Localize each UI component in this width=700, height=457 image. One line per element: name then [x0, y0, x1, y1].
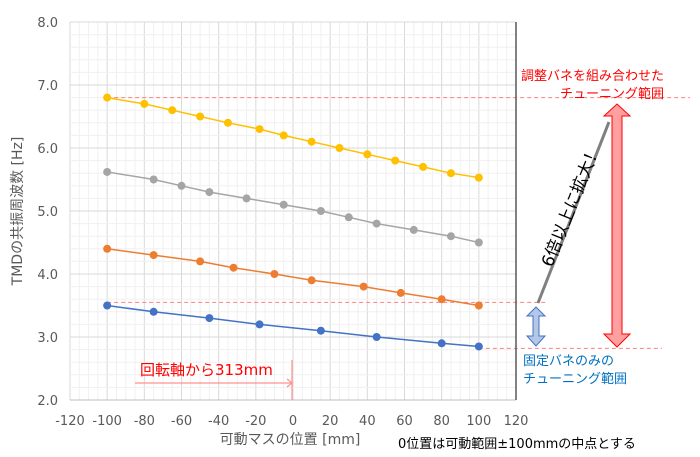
data-point: [205, 188, 214, 197]
data-point: [409, 225, 418, 234]
data-point: [270, 270, 279, 278]
data-point: [229, 263, 238, 272]
y-tick-label: 8.0: [37, 16, 58, 31]
data-point: [359, 282, 368, 291]
data-point: [396, 288, 405, 297]
data-point: [316, 326, 325, 335]
data-point: [149, 307, 158, 316]
x-tick-label: 0: [289, 414, 297, 429]
series-line-3: [107, 304, 479, 348]
series-line-0: [107, 96, 479, 179]
y-tick-label: 3.0: [37, 331, 58, 346]
note-text: 0位置は可動範囲±100mmの中点とする: [398, 437, 636, 452]
combined-range-arrow: [602, 103, 632, 348]
y-tick-label: 4.0: [37, 268, 58, 283]
combined-range-label-1: 調整バネを組み合わせた: [521, 69, 664, 84]
data-point: [437, 295, 446, 304]
x-tick-label: 40: [359, 414, 376, 429]
combined-range-label-2: チューニング範囲: [560, 87, 664, 102]
x-tick-label: 20: [322, 414, 339, 429]
y-tick-label: 7.0: [37, 79, 58, 94]
reference-lines: [107, 97, 690, 349]
data-point: [372, 333, 381, 341]
data-point: [279, 200, 288, 209]
y-tick-label: 2.0: [37, 394, 58, 409]
data-point: [149, 251, 158, 260]
offset-arrow: [135, 360, 293, 400]
x-tick-label: -80: [134, 414, 155, 429]
data-point: [474, 301, 483, 310]
data-point: [446, 169, 455, 178]
data-point: [307, 276, 316, 285]
data-point: [223, 118, 232, 127]
x-tick-label: 100: [466, 414, 491, 429]
data-point: [372, 219, 381, 228]
data-point: [196, 112, 205, 121]
data-point: [363, 150, 372, 159]
data-point: [474, 173, 483, 182]
x-tick-label: 60: [396, 414, 413, 429]
data-point: [103, 301, 112, 310]
data-point: [242, 194, 251, 203]
fixed-range-arrow: [525, 306, 547, 347]
data-point: [255, 125, 264, 134]
data-point: [307, 137, 316, 146]
data-point: [419, 162, 428, 171]
data-point: [255, 320, 264, 329]
data-point: [103, 93, 112, 102]
fixed-range-label-2: チューニング範囲: [523, 372, 627, 387]
series-group: [103, 93, 483, 351]
y-axis-label: TMDの共振周波数 [Hz]: [10, 137, 26, 287]
x-tick-label: -20: [245, 414, 266, 429]
data-point: [446, 232, 455, 241]
data-point: [474, 238, 483, 247]
data-point: [149, 175, 158, 184]
y-tick-label: 6.0: [37, 142, 58, 157]
data-point: [140, 99, 149, 108]
x-tick-label: 80: [433, 414, 450, 429]
data-point: [103, 167, 112, 176]
grid: [69, 21, 517, 401]
x-tick-labels: -120 -100 -80 -60 -40 -20 0 20 40 60 80 100 120: [55, 414, 528, 429]
offset-label: 回転軸から313mm: [140, 361, 273, 379]
data-point: [196, 257, 205, 266]
data-point: [279, 131, 288, 140]
x-tick-label: -100: [92, 414, 122, 429]
fixed-range-label-1: 固定バネのみの: [523, 354, 614, 369]
data-point: [391, 156, 400, 165]
expansion-label: 6倍以上に拡大！: [538, 142, 605, 270]
x-tick-label: -60: [171, 414, 192, 429]
series-line-1: [107, 171, 479, 244]
y-tick-label: 5.0: [37, 205, 58, 220]
data-point: [437, 339, 446, 348]
data-point: [205, 314, 214, 323]
x-tick-label: 120: [504, 414, 529, 429]
data-point: [344, 213, 353, 222]
data-point: [103, 244, 112, 253]
y-tick-labels: 2.0 3.0 4.0 5.0 6.0 7.0 8.0: [37, 16, 58, 409]
x-tick-label: -120: [55, 414, 85, 429]
data-point: [474, 342, 483, 351]
series-line-2: [107, 248, 479, 307]
data-point: [335, 144, 344, 152]
data-point: [316, 207, 325, 215]
data-point: [177, 181, 186, 190]
expansion-line: [536, 121, 611, 304]
data-point: [168, 106, 177, 115]
x-axis-label: 可動マスの位置 [mm]: [220, 432, 361, 448]
x-tick-label: -40: [208, 414, 229, 429]
